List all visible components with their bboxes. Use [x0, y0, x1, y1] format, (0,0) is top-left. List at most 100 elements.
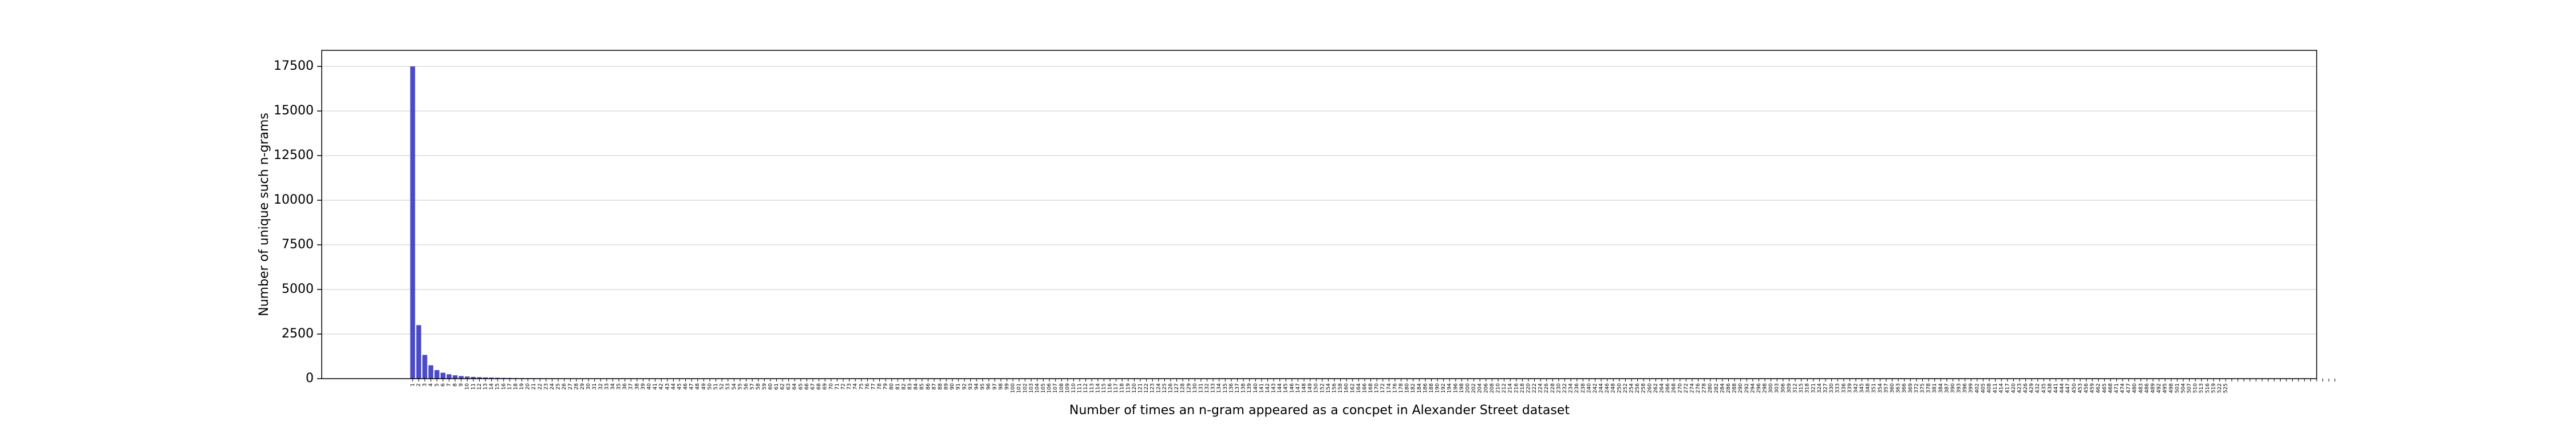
- x-tick-label: 160: [1344, 383, 1350, 393]
- x-tick-label: 519: [2211, 383, 2217, 393]
- x-tick-label: 192: [1441, 383, 1447, 393]
- x-tick-label: 24: [550, 383, 555, 390]
- x-tick-label: 3: [422, 383, 428, 387]
- x-tick-label: 420: [2011, 383, 2017, 393]
- x-tick-label: 2: [416, 383, 422, 387]
- x-tick-label: 278: [1702, 383, 1708, 393]
- x-tick-label: 68: [816, 383, 822, 390]
- x-tick-label: 236: [1574, 383, 1580, 393]
- x-tick-label: 38: [634, 383, 640, 390]
- x-tick-label: 91: [956, 383, 962, 390]
- x-tick-label: 288: [1732, 383, 1738, 393]
- x-tick-label: 357: [1883, 383, 1889, 393]
- x-tick-label: 366: [1902, 383, 1907, 393]
- bar: [410, 66, 416, 379]
- x-tick-label: 240: [1586, 383, 1592, 393]
- x-tick-label: 156: [1332, 383, 1337, 393]
- x-tick-label: 226: [1544, 383, 1550, 393]
- x-axis-label: Number of times an n-gram appeared as a …: [1069, 403, 1570, 418]
- x-tick-label: 50: [707, 383, 713, 390]
- x-tick-label: 10: [465, 383, 471, 390]
- x-tick-label: 489: [2150, 383, 2156, 393]
- x-tick-label: 67: [811, 383, 816, 390]
- x-tick-label: 498: [2168, 383, 2174, 393]
- x-tick-label: 138: [1241, 383, 1247, 393]
- bar: [434, 370, 440, 379]
- bar: [416, 325, 421, 379]
- x-tick-label: 66: [804, 383, 810, 390]
- x-tick-label: 14: [489, 383, 495, 390]
- bar: [495, 378, 500, 379]
- x-tick-label: 324: [1817, 383, 1823, 393]
- x-tick-label: 82: [901, 383, 907, 390]
- x-tick-label: 252: [1623, 383, 1629, 393]
- x-tick-label: 402: [1974, 383, 1980, 393]
- x-tick-label: 164: [1356, 383, 1362, 393]
- x-tick-label: 154: [1326, 383, 1332, 393]
- x-tick-label: 244: [1599, 383, 1605, 393]
- x-tick-label: 250: [1617, 383, 1622, 393]
- x-tick-label: 176: [1392, 383, 1398, 393]
- x-tick-label: 318: [1805, 383, 1811, 393]
- x-tick-label: 45: [677, 383, 682, 390]
- y-tick-label: 10000: [274, 193, 314, 207]
- x-tick-label: 73: [847, 383, 852, 390]
- x-tick-label: 1: [410, 383, 416, 387]
- x-tick-label: 384: [1938, 383, 1944, 393]
- x-tick-label: 214: [1508, 383, 1514, 393]
- x-tick-label: 7: [447, 383, 452, 387]
- x-tick-label: 435: [2041, 383, 2047, 393]
- x-tick-label: 57: [750, 383, 756, 390]
- bar: [471, 376, 476, 379]
- x-tick-label: 290: [1738, 383, 1744, 393]
- x-tick-label: 148: [1302, 383, 1307, 393]
- x-tick-label: 360: [1890, 383, 1895, 393]
- x-tick-label: 399: [1969, 383, 1974, 393]
- x-tick-label: 77: [871, 383, 876, 390]
- x-tick-label: 348: [1866, 383, 1871, 393]
- bar: [447, 374, 452, 379]
- x-tick-label: 61: [774, 383, 780, 390]
- x-tick-label: 330: [1829, 383, 1835, 393]
- x-tick-label: 98: [998, 383, 1004, 390]
- x-tick-label: 216: [1514, 383, 1519, 393]
- x-tick-label: 110: [1071, 383, 1077, 393]
- x-tick-label: 72: [840, 383, 846, 390]
- x-tick-label: 16: [501, 383, 507, 390]
- x-tick-label: 230: [1556, 383, 1562, 393]
- x-tick-label: 108: [1059, 383, 1065, 393]
- x-tick-label: 477: [2126, 383, 2132, 393]
- x-tick-label: 21: [531, 383, 537, 390]
- x-tick-label: 90: [950, 383, 955, 390]
- bar: [489, 378, 494, 379]
- x-tick-label: 41: [653, 383, 658, 390]
- x-tick-label: 220: [1526, 383, 1531, 393]
- x-tick-label: 99: [1004, 383, 1010, 390]
- x-tick-label: 44: [671, 383, 677, 390]
- x-tick-label: 234: [1568, 383, 1574, 393]
- x-tick-label: 306: [1780, 383, 1786, 393]
- y-tick-label: 2500: [282, 327, 314, 341]
- x-tick-label: 510: [2193, 383, 2199, 393]
- x-tick-label: 158: [1338, 383, 1344, 393]
- x-tick-label: 26: [562, 383, 567, 390]
- x-tick-label: 139: [1247, 383, 1253, 393]
- x-tick-label: 303: [1775, 383, 1780, 393]
- x-tick-label: 136: [1228, 383, 1234, 393]
- x-tick-label: 86: [926, 383, 931, 390]
- x-tick-label: 262: [1653, 383, 1659, 393]
- x-tick-label: 31: [592, 383, 598, 390]
- x-tick-label: 492: [2156, 383, 2162, 393]
- x-tick-label: 242: [1593, 383, 1598, 393]
- bar: [452, 375, 458, 379]
- x-tick-label: 121: [1138, 383, 1144, 393]
- x-tick-label: 79: [883, 383, 889, 390]
- x-tick-label: 70: [828, 383, 834, 390]
- x-tick-label: 264: [1659, 383, 1665, 393]
- x-tick-label: 97: [992, 383, 998, 390]
- x-tick-label: 4: [428, 383, 434, 387]
- x-tick-label: 276: [1696, 383, 1701, 393]
- x-tick-label: 22: [538, 383, 543, 390]
- x-tick-label: 294: [1750, 383, 1756, 393]
- x-tick-label: 141: [1259, 383, 1265, 393]
